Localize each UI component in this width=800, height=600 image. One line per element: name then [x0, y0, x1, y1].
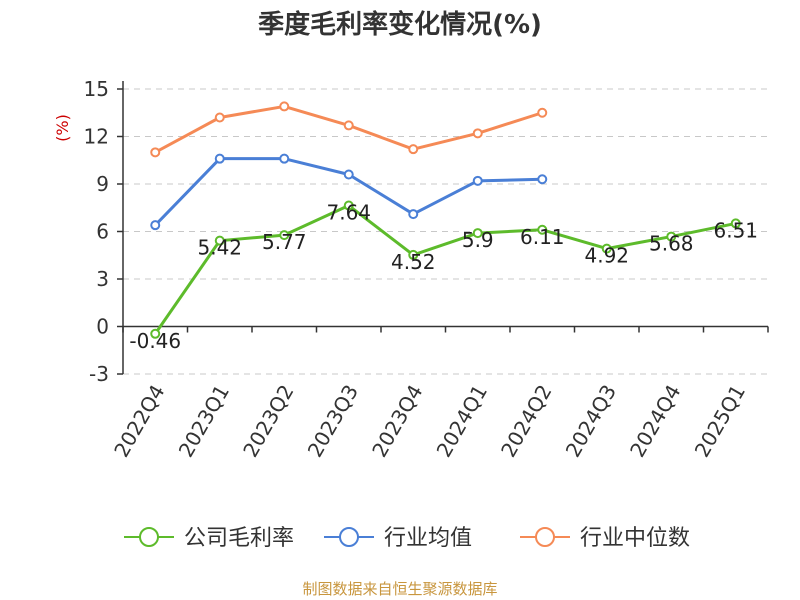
- y-axis-unit: (%): [53, 114, 72, 142]
- data-point: [537, 107, 548, 118]
- legend-marker: [139, 527, 159, 547]
- x-tick-label: 2023Q1: [174, 381, 234, 462]
- data-label: 4.52: [391, 250, 436, 274]
- data-point: [472, 128, 483, 139]
- data-label: 4.92: [584, 244, 629, 268]
- y-tick-label: 0: [96, 315, 109, 339]
- legend-label: 行业中位数: [580, 526, 690, 551]
- legend-marker: [535, 527, 555, 547]
- data-point: [666, 231, 677, 242]
- series-line: [154, 204, 737, 335]
- x-tick-label: 2025Q1: [690, 381, 750, 462]
- x-tick-label: 2023Q3: [303, 381, 363, 462]
- y-tick-label: 9: [96, 172, 109, 196]
- data-label: 5.77: [262, 230, 307, 254]
- y-tick-label: 12: [84, 125, 109, 149]
- data-point: [214, 153, 225, 164]
- legend-label: 行业均值: [384, 526, 472, 551]
- x-tick-label: 2023Q2: [238, 381, 298, 462]
- legend-label: 公司毛利率: [184, 526, 294, 551]
- x-tick-label: 2023Q4: [367, 381, 427, 462]
- y-tick-label: 15: [84, 77, 109, 101]
- y-tick-label: 3: [96, 267, 109, 291]
- data-point: [279, 153, 290, 164]
- y-tick-label: -3: [89, 362, 109, 386]
- data-label: 5.42: [197, 236, 242, 260]
- data-point: [343, 169, 354, 180]
- data-point: [537, 224, 548, 235]
- data-label: 6.51: [713, 218, 758, 242]
- data-point: [150, 328, 161, 339]
- data-label: 5.9: [462, 228, 494, 252]
- chart-title: 季度毛利率变化情况(%): [258, 10, 542, 40]
- data-point: [601, 243, 612, 254]
- data-point: [343, 200, 354, 211]
- data-point: [279, 101, 290, 112]
- x-tick-label: 2024Q1: [432, 381, 492, 462]
- data-label: -0.46: [129, 329, 181, 353]
- data-point: [343, 120, 354, 131]
- x-tick-label: 2022Q4: [109, 381, 169, 462]
- x-tick-label: 2024Q3: [561, 381, 621, 462]
- data-point: [408, 209, 419, 220]
- data-point: [472, 175, 483, 186]
- x-tick-label: 2024Q2: [496, 381, 556, 462]
- data-point: [279, 230, 290, 241]
- y-tick-label: 6: [96, 220, 109, 244]
- data-label: 5.68: [649, 232, 694, 256]
- data-point: [408, 144, 419, 155]
- data-point: [150, 220, 161, 231]
- x-tick-label: 2024Q4: [625, 381, 685, 462]
- data-point: [730, 218, 741, 229]
- data-point: [472, 228, 483, 239]
- source-note: 制图数据来自恒生聚源数据库: [302, 580, 498, 598]
- data-point: [408, 249, 419, 260]
- legend-marker: [339, 527, 359, 547]
- data-point: [537, 174, 548, 185]
- data-point: [214, 112, 225, 123]
- data-point: [150, 147, 161, 158]
- data-label: 6.11: [520, 225, 565, 249]
- data-point: [214, 235, 225, 246]
- data-label: 7.64: [326, 201, 371, 225]
